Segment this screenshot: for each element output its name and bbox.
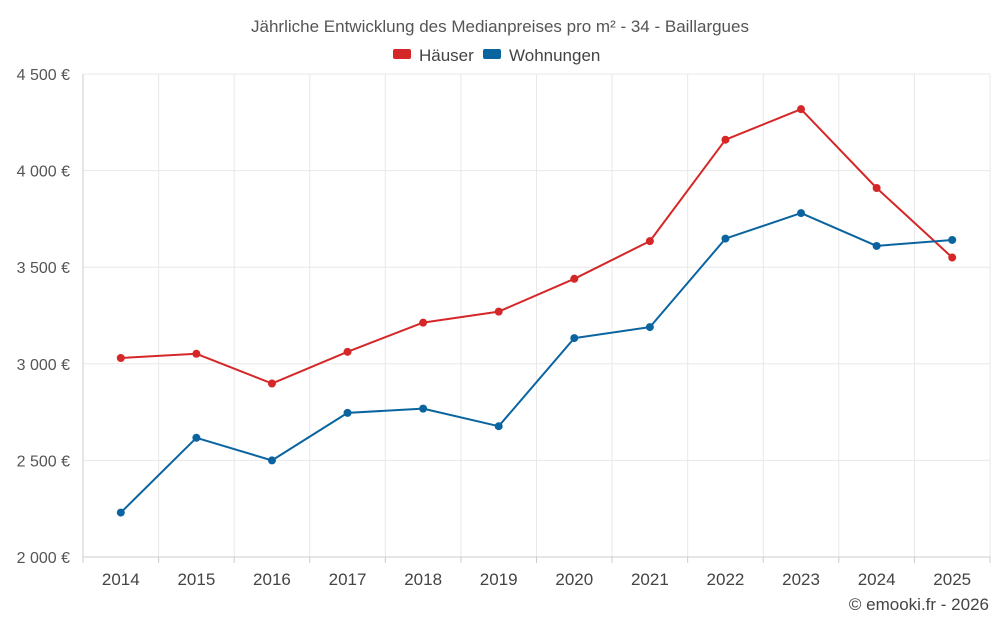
data-point-wohnungen: [494, 422, 503, 431]
grid-lines: [82, 73, 991, 557]
data-point-haeuser: [192, 349, 201, 358]
x-tick-label: 2023: [782, 570, 820, 589]
data-point-haeuser: [116, 354, 125, 363]
chart-title: Jährliche Entwicklung des Medianpreises …: [251, 17, 749, 36]
x-tick-label: 2015: [177, 570, 215, 589]
y-tick-label: 3 500 €: [17, 260, 70, 277]
data-point-wohnungen: [192, 433, 201, 442]
data-point-haeuser: [645, 237, 654, 246]
credit-text: © emooki.fr - 2026: [849, 595, 989, 614]
legend-label-wohnungen: Wohnungen: [509, 46, 600, 65]
x-tick-label: 2014: [102, 570, 140, 589]
x-tick-label: 2019: [480, 570, 518, 589]
data-point-haeuser: [721, 135, 730, 144]
y-tick-label: 4 500 €: [17, 67, 70, 84]
series-line-haeuser: [120, 108, 953, 385]
data-point-wohnungen: [797, 209, 806, 218]
x-tick-label: 2016: [253, 570, 291, 589]
data-point-haeuser: [797, 105, 806, 114]
x-tick-label: 2025: [933, 570, 971, 589]
legend-swatch-haeuser: [393, 49, 411, 59]
data-point-haeuser: [267, 379, 276, 388]
data-point-wohnungen: [419, 404, 428, 413]
y-tick-label: 2 000 €: [17, 550, 70, 567]
data-point-wohnungen: [872, 241, 881, 250]
data-point-haeuser: [343, 347, 352, 356]
x-tick-label: 2017: [329, 570, 367, 589]
data-point-wohnungen: [948, 235, 957, 244]
data-point-wohnungen: [116, 508, 125, 517]
legend-label-haeuser: Häuser: [419, 46, 474, 65]
data-point-wohnungen: [721, 234, 730, 243]
data-point-haeuser: [419, 318, 428, 327]
x-axis: 2014 2015 2016 2017 2018 2019 2020 2021 2022 2023…: [82, 556, 991, 589]
data-point-haeuser: [570, 274, 579, 283]
y-tick-label: 4 000 €: [17, 164, 70, 181]
data-point-haeuser: [494, 307, 503, 316]
y-tick-label: 2 500 €: [17, 453, 70, 470]
legend: Häuser Wohnungen: [393, 46, 600, 65]
x-tick-label: 2022: [707, 570, 745, 589]
data-point-wohnungen: [570, 334, 579, 343]
series-group: [116, 105, 957, 517]
data-point-haeuser: [872, 183, 881, 192]
y-tick-label: 3 000 €: [17, 357, 70, 374]
series-line-wohnungen: [120, 212, 953, 514]
x-tick-label: 2024: [858, 570, 896, 589]
x-tick-label: 2020: [555, 570, 593, 589]
data-point-haeuser: [948, 253, 957, 262]
data-point-wohnungen: [343, 408, 352, 417]
legend-swatch-wohnungen: [483, 49, 501, 59]
data-point-wohnungen: [267, 456, 276, 465]
y-axis: 2 000 € 2 500 € 3 000 € 3 500 € 4 000 € 4 500…: [17, 67, 70, 567]
x-tick-label: 2021: [631, 570, 669, 589]
x-tick-label: 2018: [404, 570, 442, 589]
data-point-wohnungen: [645, 323, 654, 332]
